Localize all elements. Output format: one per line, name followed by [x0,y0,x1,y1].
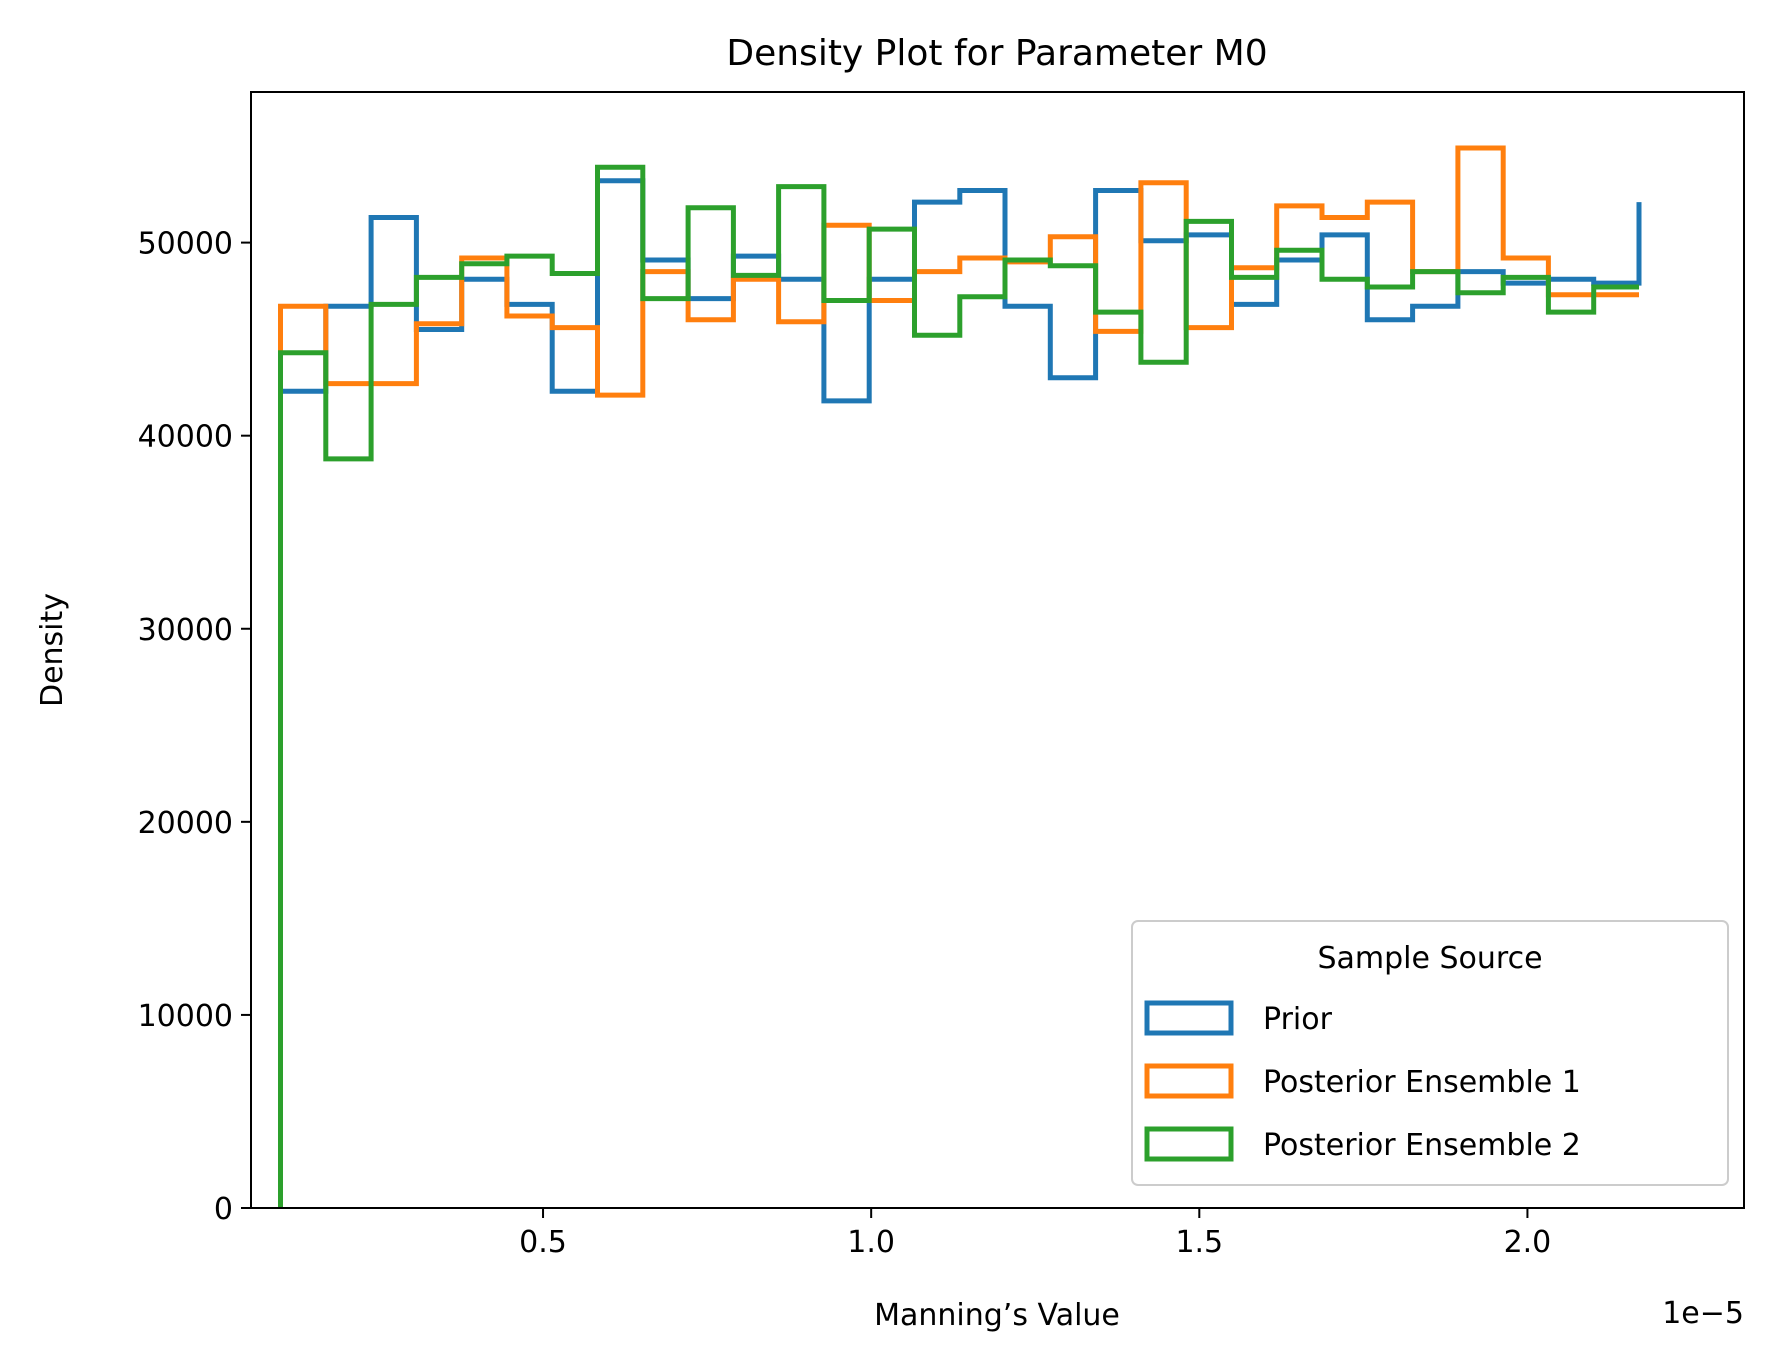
x-tick-label: 2.0 [1504,1225,1552,1260]
x-tick-label: 1.5 [1175,1225,1223,1260]
y-tick-label: 20000 [138,806,233,841]
legend-box [1131,920,1729,1186]
y-tick-label: 10000 [138,999,233,1034]
y-tick-label: 30000 [138,613,233,648]
y-tick-label: 40000 [138,420,233,455]
legend-label-3: Posterior Ensemble 2 [1263,1128,1581,1163]
legend-label-2: Posterior Ensemble 1 [1263,1065,1581,1100]
legend-label-1: Prior [1263,1002,1333,1037]
x-tick-label: 1.0 [847,1225,895,1260]
x-axis-label: Manning’s Value [874,1298,1120,1333]
chart-title: Density Plot for Parameter M0 [726,33,1267,74]
plot-frame [250,91,1745,1209]
x-axis: 0.5 1.0 1.5 2.0 [519,1208,1551,1260]
plot-area [278,145,1642,1208]
x-axis-offset-label: 1e−5 [1662,1296,1744,1331]
legend: Sample Source Prior Posterior Ensemble 1 P… [1131,920,1729,1186]
legend-swatch-1 [1144,1000,1234,1036]
legend-title: Sample Source [1317,941,1542,976]
histogram-series-2 [278,145,1639,1208]
legend-swatch-2 [1144,1063,1234,1099]
y-axis-label: Density [35,593,70,707]
y-tick-label: 0 [214,1192,233,1227]
legend-swatch-3 [1144,1126,1234,1162]
x-tick-label: 0.5 [519,1225,567,1260]
y-axis: 0 10000 20000 30000 40000 50000 [138,227,251,1227]
histogram-series-3 [278,164,1639,1208]
y-tick-label: 50000 [138,227,233,262]
